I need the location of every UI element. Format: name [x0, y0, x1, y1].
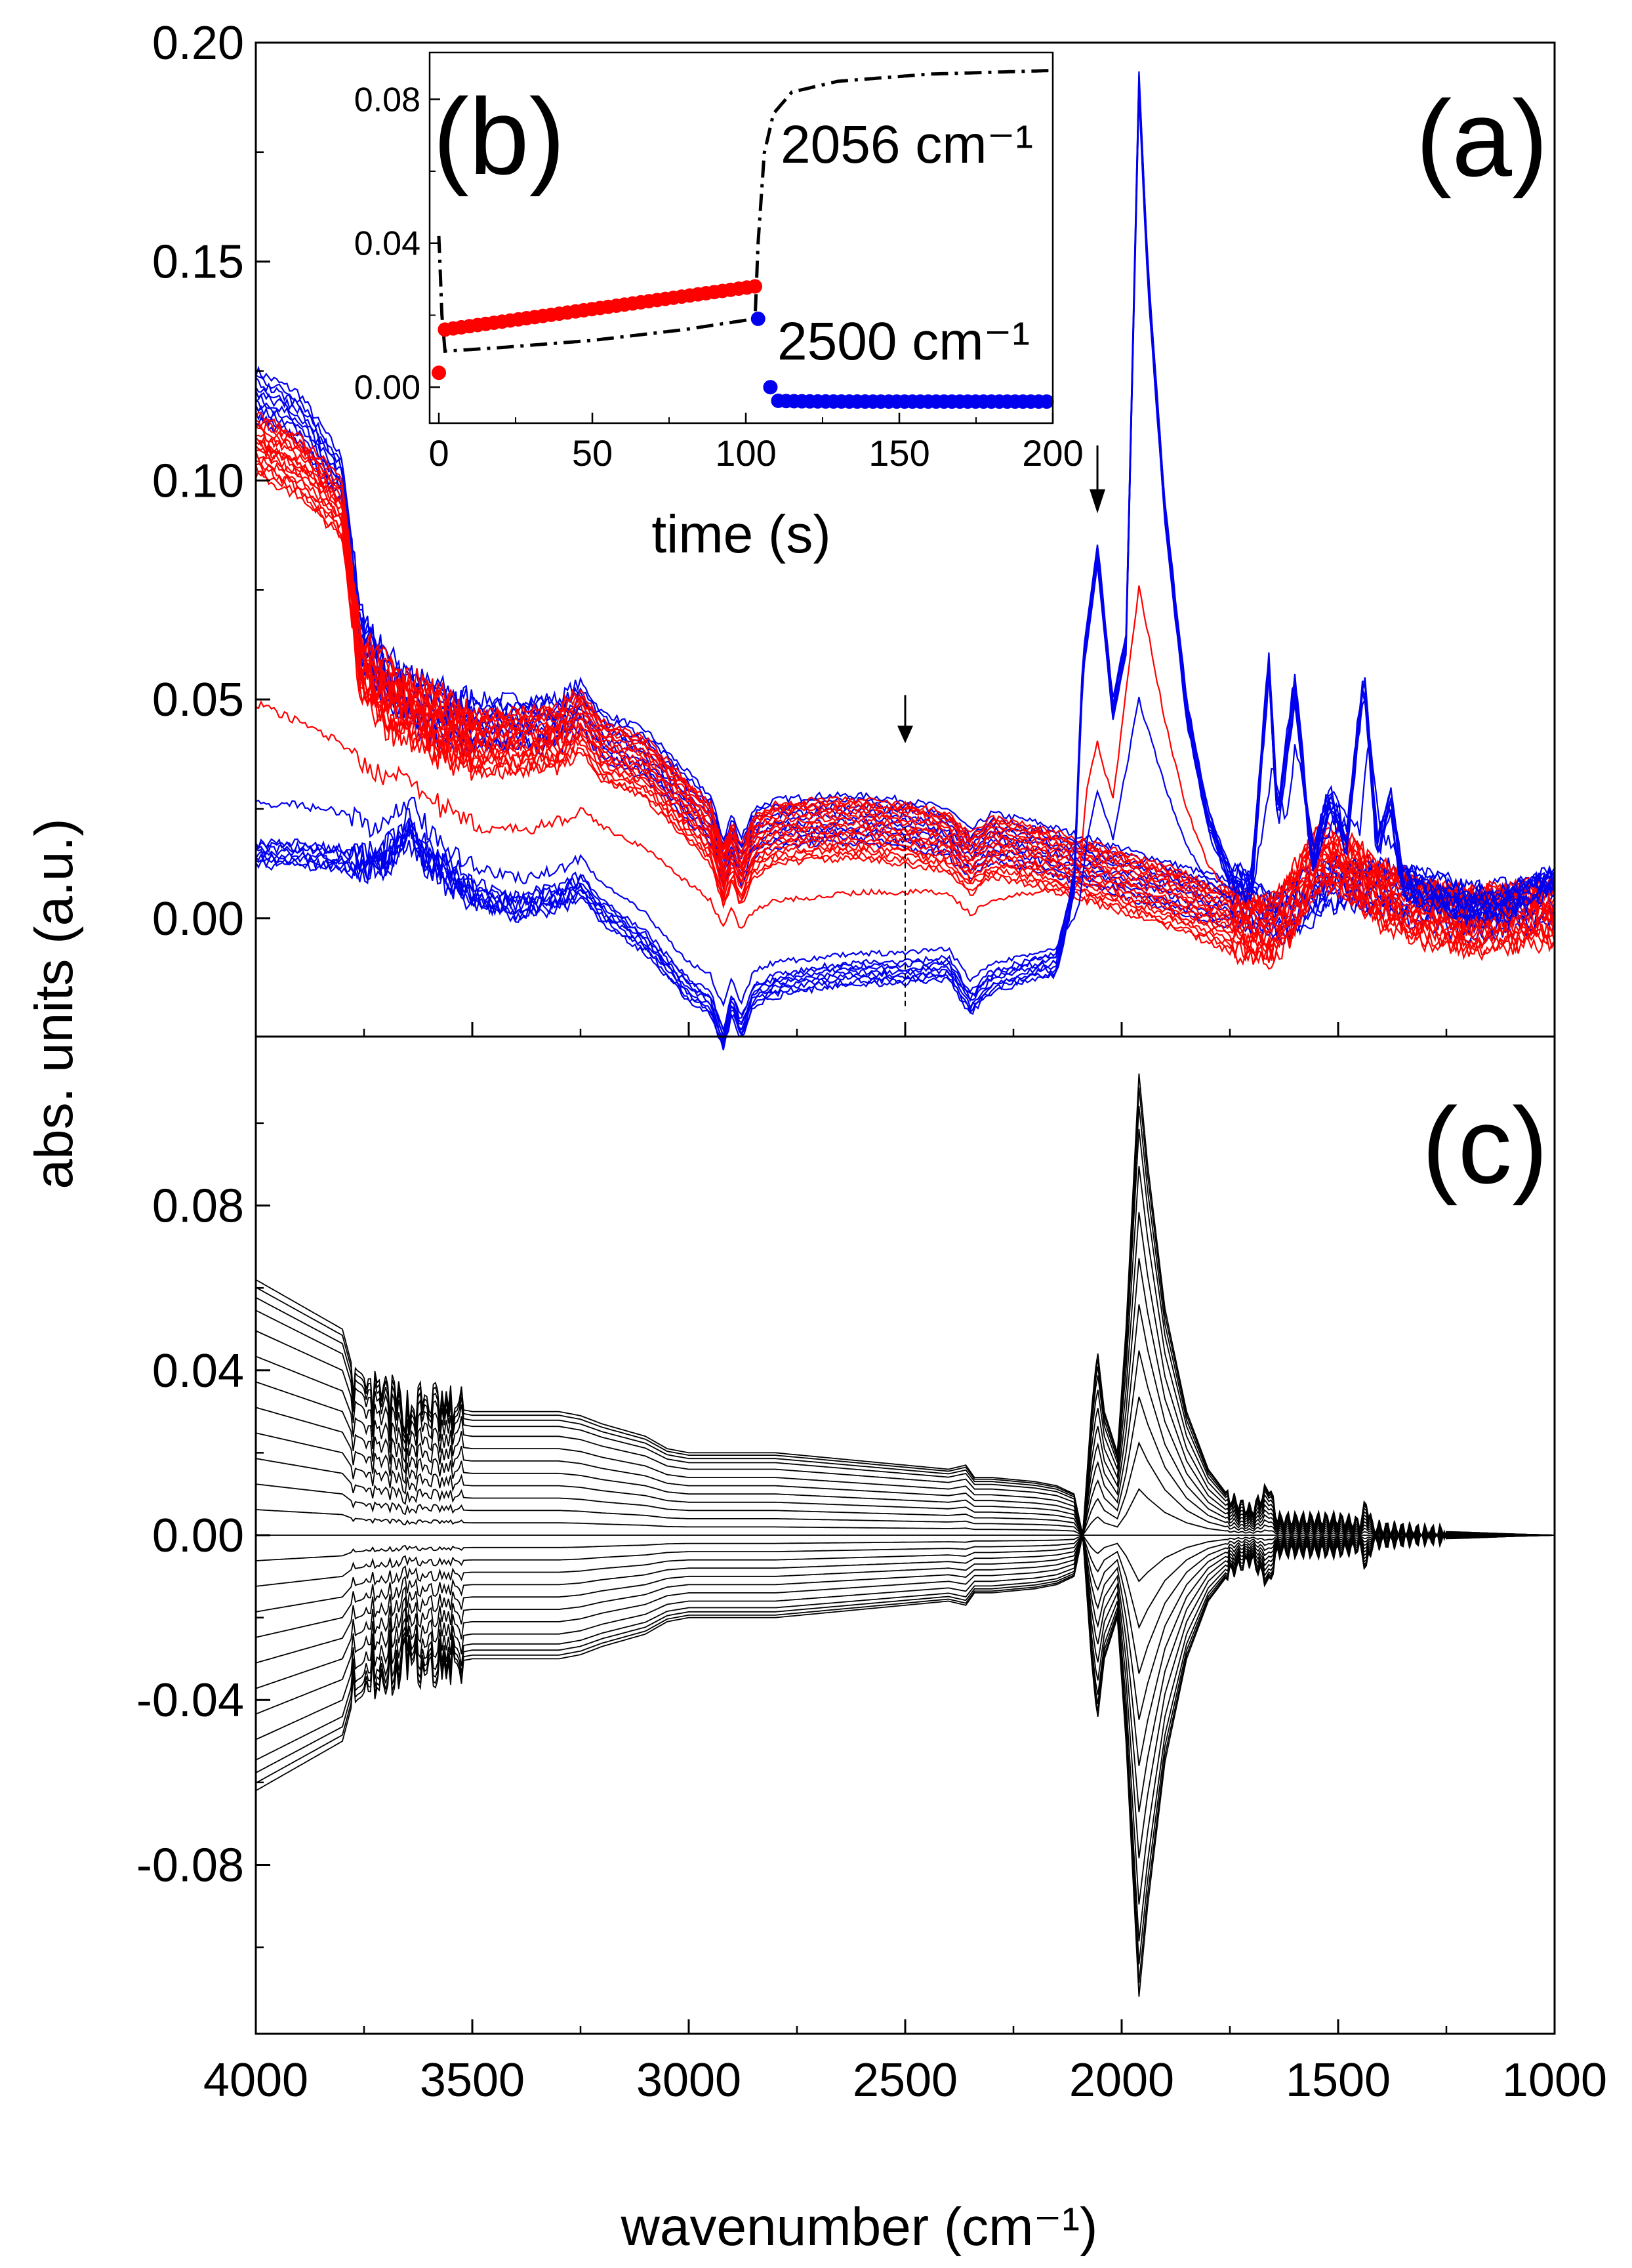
- inset-background: [420, 52, 1056, 440]
- difference-spectrum-line: [255, 1533, 1555, 1720]
- panel-c-axes: 0.08 0.04 0.00 -0.04 -0.08 4000 3500 3000 2500 20…: [136, 1035, 1607, 2107]
- y-tick-label-c: 0.00: [152, 1510, 244, 1562]
- difference-spectrum-line: [255, 1350, 1555, 1538]
- inset-x-tick-label: 200: [1022, 432, 1083, 474]
- difference-spectrum-line: [255, 1534, 1555, 1582]
- series-2500-after-point: [763, 380, 778, 395]
- panel-b-inset: 0.00 0.04 0.08 0 50 100 150 200 (b) 2056 cm⁻¹ 2…: [354, 51, 1084, 564]
- series-2500-before-point: [748, 279, 763, 294]
- difference-spectrum-line: [255, 1258, 1555, 1539]
- series-2500-after-point: [1039, 394, 1054, 409]
- inset-x-axis-title: time (s): [651, 505, 830, 564]
- difference-spectrum-line: [255, 1304, 1555, 1538]
- y-tick-label-c: 0.04: [152, 1345, 244, 1397]
- y-tick-label-a: 0.10: [152, 455, 244, 507]
- panel-b-series: [432, 68, 1054, 409]
- x-tick-label: 1500: [1286, 2054, 1391, 2107]
- inset-y-tick-label: 0.04: [354, 225, 420, 263]
- x-tick-label: 4000: [203, 2054, 308, 2107]
- series-line-red-lower-bundle: [255, 441, 1556, 915]
- series-line-red-upper: [255, 433, 1556, 930]
- series-2500-before-point: [432, 365, 447, 381]
- series-line-red-upper: [255, 426, 1555, 926]
- panel-c: 0.08 0.04 0.00 -0.04 -0.08 4000 3500 3000 2500 20…: [136, 1035, 1607, 2107]
- y-axis-title: abs. units (a.u.): [24, 818, 84, 1189]
- series-line-red-upper: [255, 449, 1556, 948]
- series-2500-after-point: [750, 311, 765, 326]
- y-tick-label-c: -0.04: [136, 1674, 244, 1727]
- panel-b-label: (b): [433, 76, 565, 197]
- difference-spectrum-line: [255, 1488, 1555, 1536]
- inset-x-tick-label: 0: [428, 432, 449, 474]
- inset-y-tick-label: 0.08: [354, 81, 420, 119]
- panel-a-annotations: [897, 445, 1106, 1010]
- difference-spectrum-line: [255, 1533, 1555, 1674]
- x-tick-label: 3000: [636, 2054, 741, 2107]
- series-line-blue-upper: [255, 390, 1556, 922]
- panel-a: 0.00 0.05 0.10 0.15 0.20 (a): [152, 17, 1556, 1050]
- inset-y-tick-label: 0.00: [354, 369, 420, 407]
- series-2056-line: [437, 68, 1053, 354]
- inset-annotation-2056: 2056 cm⁻¹: [781, 115, 1033, 175]
- difference-spectrum-line: [255, 1212, 1555, 1540]
- arrow-2500-icon: [897, 726, 913, 743]
- y-tick-label-a: 0.20: [152, 17, 244, 70]
- difference-spectrum-line: [255, 1073, 1555, 1542]
- series-line-blue-upper: [255, 365, 1555, 901]
- difference-spectrum-line: [255, 1396, 1555, 1538]
- panel-c-label: (c): [1422, 1085, 1548, 1206]
- panel-b-axes: 0.00 0.04 0.08 0 50 100 150 200: [354, 51, 1084, 474]
- inset-x-tick-label: 100: [715, 432, 776, 474]
- arrow-2056-icon: [1090, 489, 1106, 514]
- y-tick-label-a: 0.05: [152, 674, 244, 726]
- inset-annotation-2500: 2500 cm⁻¹: [777, 312, 1030, 371]
- y-tick-label-a: 0.00: [152, 893, 244, 945]
- series-line-red-upper: [255, 424, 1556, 922]
- series-line-blue-intermediate: [255, 697, 1556, 1008]
- difference-spectrum-line: [255, 1441, 1555, 1537]
- x-tick-label: 3500: [420, 2054, 525, 2107]
- difference-spectrum-line: [255, 1166, 1555, 1540]
- panel-b-frame: [428, 51, 1054, 424]
- inset-x-tick-label: 50: [572, 432, 613, 474]
- x-tick-label: 1000: [1502, 2054, 1607, 2107]
- difference-spectrum-line: [255, 1533, 1555, 1630]
- y-tick-label-c: -0.08: [136, 1839, 244, 1891]
- panel-c-series: [255, 1073, 1555, 1997]
- x-tick-label: 2000: [1069, 2054, 1174, 2107]
- series-line-red-upper: [255, 470, 1555, 970]
- x-axis-title: wavenumber (cm⁻¹): [621, 2197, 1098, 2257]
- panel-a-label: (a): [1416, 78, 1548, 199]
- y-tick-label-c: 0.08: [152, 1180, 244, 1233]
- inset-x-tick-label: 150: [868, 432, 929, 474]
- y-tick-label-a: 0.15: [152, 236, 244, 289]
- x-tick-label: 2500: [853, 2054, 958, 2107]
